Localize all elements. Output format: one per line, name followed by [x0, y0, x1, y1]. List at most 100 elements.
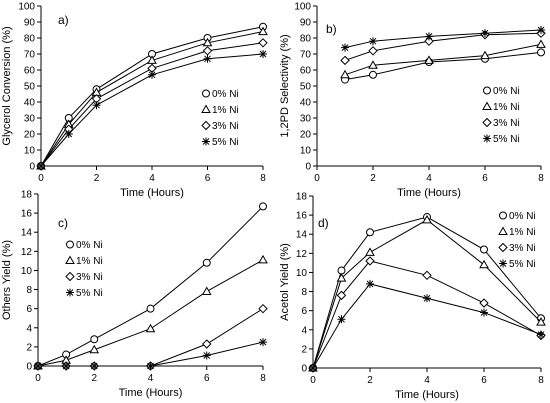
legend-entry: 3% Ni	[201, 120, 239, 132]
series-line	[312, 219, 542, 369]
data-point	[258, 254, 268, 264]
panel-c: 0 2 4 6 8 0 2 4 6 8 10 12 14 16 18 Time (Hours) Others Y…	[1, 190, 268, 399]
data-point	[424, 55, 434, 64]
data-point	[537, 48, 545, 57]
legend-label: 0% Ni	[509, 211, 536, 222]
series-line	[37, 259, 264, 367]
data-point	[309, 364, 317, 372]
data-point	[423, 294, 431, 303]
legend-marker	[483, 86, 491, 95]
data-point	[422, 270, 432, 281]
x-tick-label: 2	[94, 173, 100, 184]
legend-marker	[201, 104, 211, 113]
y-tick-label: 14	[21, 228, 33, 239]
data-point	[479, 259, 489, 269]
y-tick-label: 18	[21, 190, 33, 201]
series-line	[40, 53, 264, 167]
data-point	[480, 50, 490, 60]
legend-label: 0% Ni	[76, 240, 103, 251]
y-tick-label: 12	[21, 247, 33, 258]
series-line	[37, 206, 264, 367]
data-point	[537, 26, 545, 34]
y-tick-label: 16	[21, 209, 33, 220]
data-point	[369, 70, 377, 79]
y-axis-title: Others Yield (%)	[1, 240, 13, 320]
legend-marker	[201, 120, 211, 131]
data-point	[62, 362, 71, 370]
legend-entry: 0% Ni	[66, 240, 103, 251]
y-tick-label: 6	[301, 306, 307, 317]
y-tick-label: 18	[296, 192, 308, 203]
data-point	[202, 46, 213, 56]
y-tick-label: 0	[305, 162, 311, 173]
x-tick-label: 6	[482, 173, 488, 184]
series-line	[312, 260, 542, 369]
legend-entry: 5% Ni	[483, 134, 520, 145]
y-axis-title: Acetol Yield (%)	[279, 243, 291, 321]
legend-marker	[498, 226, 508, 235]
series-asterisk	[309, 279, 545, 372]
y-tick-label: 2	[26, 342, 32, 353]
data-point	[536, 39, 546, 48]
legend-label: 5% Ni	[493, 134, 520, 145]
y-tick-label: 50	[24, 82, 36, 93]
legend-label: 3% Ni	[509, 243, 536, 254]
data-point	[202, 351, 211, 360]
legend-entry: 3% Ni	[482, 117, 520, 129]
legend-label: 5% Ni	[212, 137, 239, 148]
y-tick-label: 90	[300, 18, 312, 29]
series-asterisk	[37, 50, 267, 170]
legend-entry: 0% Ni	[483, 86, 520, 97]
series-line	[344, 32, 542, 61]
x-tick-label: 4	[148, 373, 154, 384]
data-point	[148, 70, 156, 79]
data-point	[202, 258, 211, 267]
data-point	[202, 37, 213, 47]
y-tick-label: 40	[300, 98, 312, 109]
y-tick-label: 30	[24, 114, 36, 125]
y-tick-label: 10	[296, 268, 308, 279]
y-tick-label: 40	[24, 98, 36, 109]
data-point	[202, 339, 212, 349]
y-tick-label: 0	[301, 364, 307, 375]
data-point	[64, 130, 73, 138]
legend-entry: 5% Ni	[499, 259, 536, 270]
legend-entry: 1% Ni	[201, 104, 239, 116]
data-point	[258, 303, 268, 314]
y-tick-label: 0	[29, 162, 35, 173]
series-line	[38, 341, 264, 367]
y-tick-label: 4	[301, 325, 307, 336]
legend-marker	[66, 288, 74, 297]
legend-entry: 3% Ni	[498, 242, 536, 254]
series-asterisk	[34, 338, 267, 370]
data-point	[89, 344, 100, 354]
series-line	[40, 31, 264, 167]
x-tick-label: 0	[314, 173, 320, 184]
legend-entry: 1% Ni	[65, 255, 103, 267]
legend-entry: 5% Ni	[202, 137, 239, 148]
data-point	[481, 29, 489, 38]
legend-marker	[483, 134, 491, 143]
series-line	[40, 26, 264, 167]
legend-marker	[65, 271, 75, 282]
data-point	[480, 308, 488, 317]
legend-label: 3% Ni	[76, 272, 103, 283]
y-tick-label: 2	[301, 344, 307, 355]
legend-label: 5% Ni	[76, 288, 103, 299]
legend-marker	[482, 101, 492, 110]
data-point	[145, 323, 156, 333]
data-point	[336, 273, 347, 282]
data-point	[146, 304, 155, 313]
series-line	[312, 283, 542, 369]
panel-label: b)	[326, 22, 337, 36]
data-point	[536, 317, 546, 326]
legend-entry: 1% Ni	[498, 226, 536, 238]
y-tick-label: 0	[26, 362, 32, 373]
legend-entry: 5% Ni	[66, 288, 103, 299]
legend-entry: 0% Ni	[202, 89, 239, 100]
legend-label: 1% Ni	[212, 105, 239, 116]
data-point	[92, 101, 101, 110]
